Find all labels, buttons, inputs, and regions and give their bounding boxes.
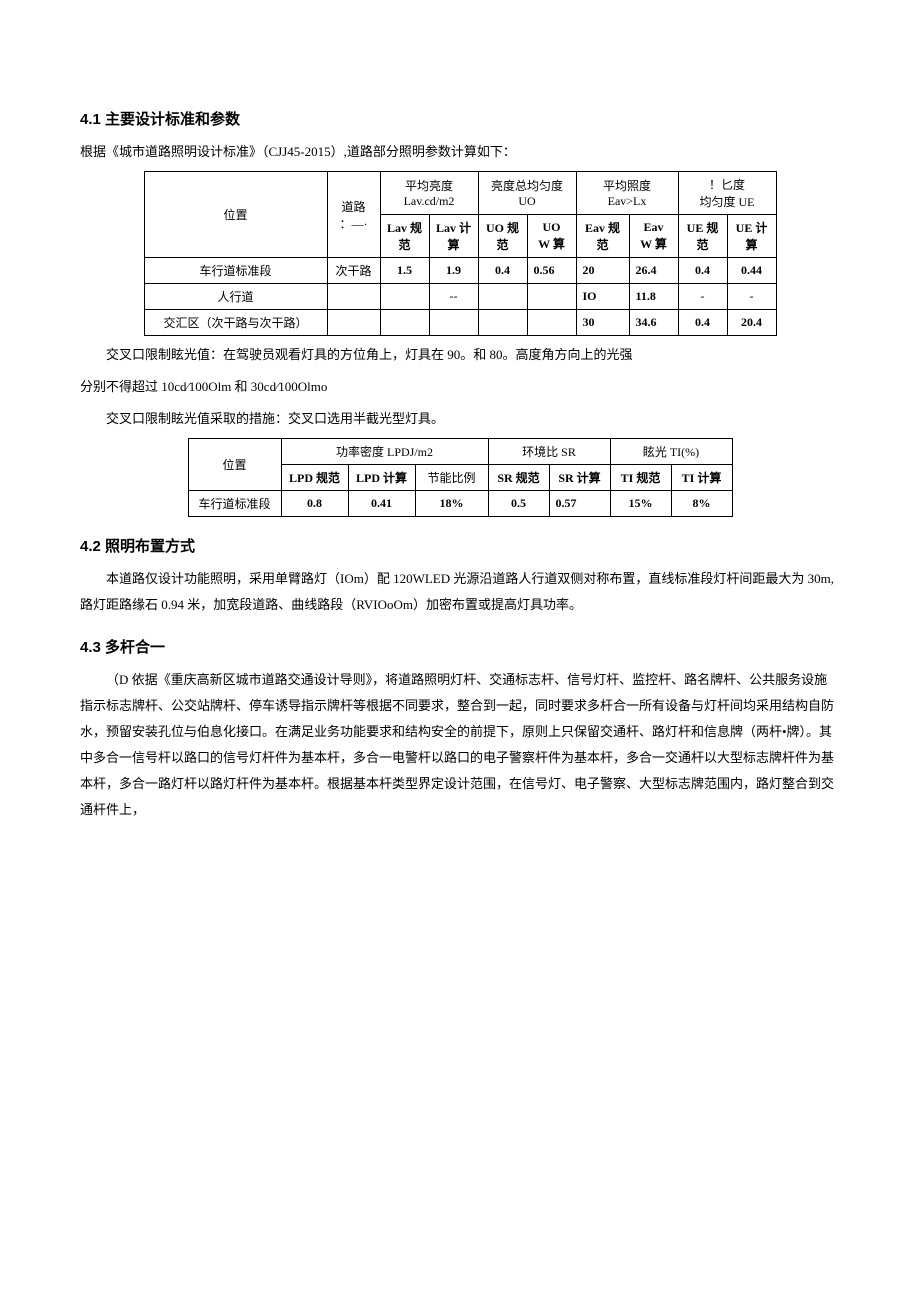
t2-r0-tig: 15% <box>610 491 671 517</box>
t1-grp-eav: 平均照度 Eav>Lx <box>576 172 678 215</box>
t1-sub-ue-cal: UE 计算 <box>727 215 776 258</box>
t2-sub-lpdg: LPD 规范 <box>281 465 348 491</box>
t1-col-roadtype: 道路 ：—· <box>327 172 380 258</box>
section-4-2-heading: 4.2 照明布置方式 <box>80 535 840 556</box>
t1-r1-pos: 人行道 <box>144 284 327 310</box>
t1-r0-ueg: 0.4 <box>678 258 727 284</box>
t1-sub-eav-cal: Eav W 算 <box>629 215 678 258</box>
t2-sub-tig: TI 规范 <box>610 465 671 491</box>
t1-r1-uog <box>478 284 527 310</box>
t2-grp-ti: 眩光 TI(%) <box>610 439 732 465</box>
t1-r0-eavg: 20 <box>576 258 629 284</box>
t1-r2-lavc <box>429 310 478 336</box>
t1-r0-uec: 0.44 <box>727 258 776 284</box>
t2-grp-sr: 环境比 SR <box>488 439 610 465</box>
t1-r2-lavg <box>380 310 429 336</box>
t1-sub-lav-gui: Lav 规范 <box>380 215 429 258</box>
t1-r2-eavg: 30 <box>576 310 629 336</box>
t2-r0-tic: 8% <box>671 491 732 517</box>
t1-sub-uo-cal: UO W 算 <box>527 215 576 258</box>
t1-r2-uog <box>478 310 527 336</box>
t1-sub-eav-gui: Eav 规范 <box>576 215 629 258</box>
t2-sub-src: SR 计算 <box>549 465 610 491</box>
t1-r1-eavc: 11.8 <box>629 284 678 310</box>
t2-sub-save: 节能比例 <box>415 465 488 491</box>
t1-r2-pos: 交汇区（次干路与次干路） <box>144 310 327 336</box>
section-4-1-intro: 根据《城市道路照明设计标准》（CJJ45-2015）,道路部分照明参数计算如下： <box>80 139 840 165</box>
t2-r0-save: 18% <box>415 491 488 517</box>
t2-grp-lpd: 功率密度 LPDJ/m2 <box>281 439 488 465</box>
t1-r2-uoc <box>527 310 576 336</box>
t1-r2-eavc: 34.6 <box>629 310 678 336</box>
t1-r0-lavc: 1.9 <box>429 258 478 284</box>
t1-r0-uoc: 0.56 <box>527 258 576 284</box>
t1-r1-lavg <box>380 284 429 310</box>
section-4-1-note3: 交叉口限制眩光值采取的措施：交叉口选用半截光型灯具。 <box>80 406 840 432</box>
t2-sub-srg: SR 规范 <box>488 465 549 491</box>
t1-r1-lavc: -- <box>429 284 478 310</box>
t1-sub-lav-cal: Lav 计算 <box>429 215 478 258</box>
t1-r2-ueg: 0.4 <box>678 310 727 336</box>
t2-r0-lpdg: 0.8 <box>281 491 348 517</box>
table-row: 交汇区（次干路与次干路） 30 34.6 0.4 20.4 <box>144 310 776 336</box>
t1-r2-road <box>327 310 380 336</box>
t1-r1-road <box>327 284 380 310</box>
t1-grp-uo: 亮度总均匀度 UO <box>478 172 576 215</box>
t1-grp-ue: ！匕度 均匀度 UE <box>678 172 776 215</box>
t1-r0-road: 次干路 <box>327 258 380 284</box>
t1-sub-ue-gui: UE 规范 <box>678 215 727 258</box>
section-4-1-heading: 4.1 主要设计标准和参数 <box>80 108 840 129</box>
t2-sub-tic: TI 计算 <box>671 465 732 491</box>
t2-r0-lpdc: 0.41 <box>348 491 415 517</box>
section-4-1-note1: 交叉口限制眩光值：在驾驶员观看灯具的方位角上，灯具在 90。和 80。高度角方向… <box>80 342 840 368</box>
t1-r0-eavc: 26.4 <box>629 258 678 284</box>
section-4-1-note2: 分别不得超过 10cd∕100Olm 和 30cd∕100Olmo <box>80 374 840 400</box>
table-1: 位置 道路 ：—· 平均亮度 Lav.cd/m2 亮度总均匀度 UO 平均照度 … <box>144 171 777 336</box>
t1-r0-pos: 车行道标准段 <box>144 258 327 284</box>
t1-col-position: 位置 <box>144 172 327 258</box>
t2-r0-src: 0.57 <box>549 491 610 517</box>
t2-r0-srg: 0.5 <box>488 491 549 517</box>
section-4-2-body: 本道路仅设计功能照明，采用单臂路灯（IOm）配 120WLED 光源沿道路人行道… <box>80 566 840 618</box>
t1-r1-ueg: - <box>678 284 727 310</box>
table-2: 位置 功率密度 LPDJ/m2 环境比 SR 眩光 TI(%) LPD 规范 L… <box>188 438 733 517</box>
t1-r0-lavg: 1.5 <box>380 258 429 284</box>
t1-grp-lav: 平均亮度 Lav.cd/m2 <box>380 172 478 215</box>
t1-r1-eavg: IO <box>576 284 629 310</box>
table-row: 车行道标准段 次干路 1.5 1.9 0.4 0.56 20 26.4 0.4 … <box>144 258 776 284</box>
t1-sub-uo-gui: UO 规范 <box>478 215 527 258</box>
section-4-3-heading: 4.3 多杆合一 <box>80 636 840 657</box>
table-row: 人行道 -- IO 11.8 - - <box>144 284 776 310</box>
t1-r0-uog: 0.4 <box>478 258 527 284</box>
t1-r1-uoc <box>527 284 576 310</box>
t2-col-position: 位置 <box>188 439 281 491</box>
section-4-3-body: （D 依据《重庆高新区城市道路交通设计导则》，将道路照明灯杆、交通标志杆、信号灯… <box>80 667 840 823</box>
t1-r1-uec: - <box>727 284 776 310</box>
table-row: 车行道标准段 0.8 0.41 18% 0.5 0.57 15% 8% <box>188 491 732 517</box>
t1-r2-uec: 20.4 <box>727 310 776 336</box>
t2-sub-lpdc: LPD 计算 <box>348 465 415 491</box>
t2-r0-pos: 车行道标准段 <box>188 491 281 517</box>
